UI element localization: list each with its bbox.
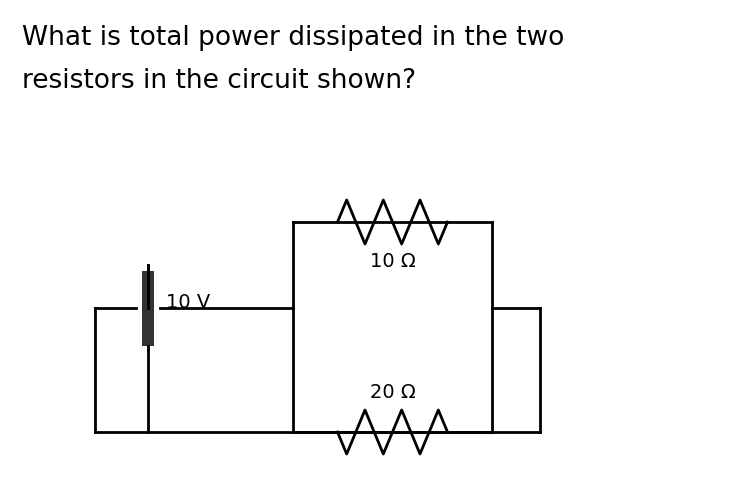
Text: resistors in the circuit shown?: resistors in the circuit shown? <box>22 68 416 94</box>
Text: 10 Ω: 10 Ω <box>369 252 415 271</box>
Text: What is total power dissipated in the two: What is total power dissipated in the tw… <box>22 25 565 51</box>
Text: 20 Ω: 20 Ω <box>369 383 415 402</box>
Text: 10 V: 10 V <box>166 293 210 312</box>
Bar <box>142 270 154 346</box>
